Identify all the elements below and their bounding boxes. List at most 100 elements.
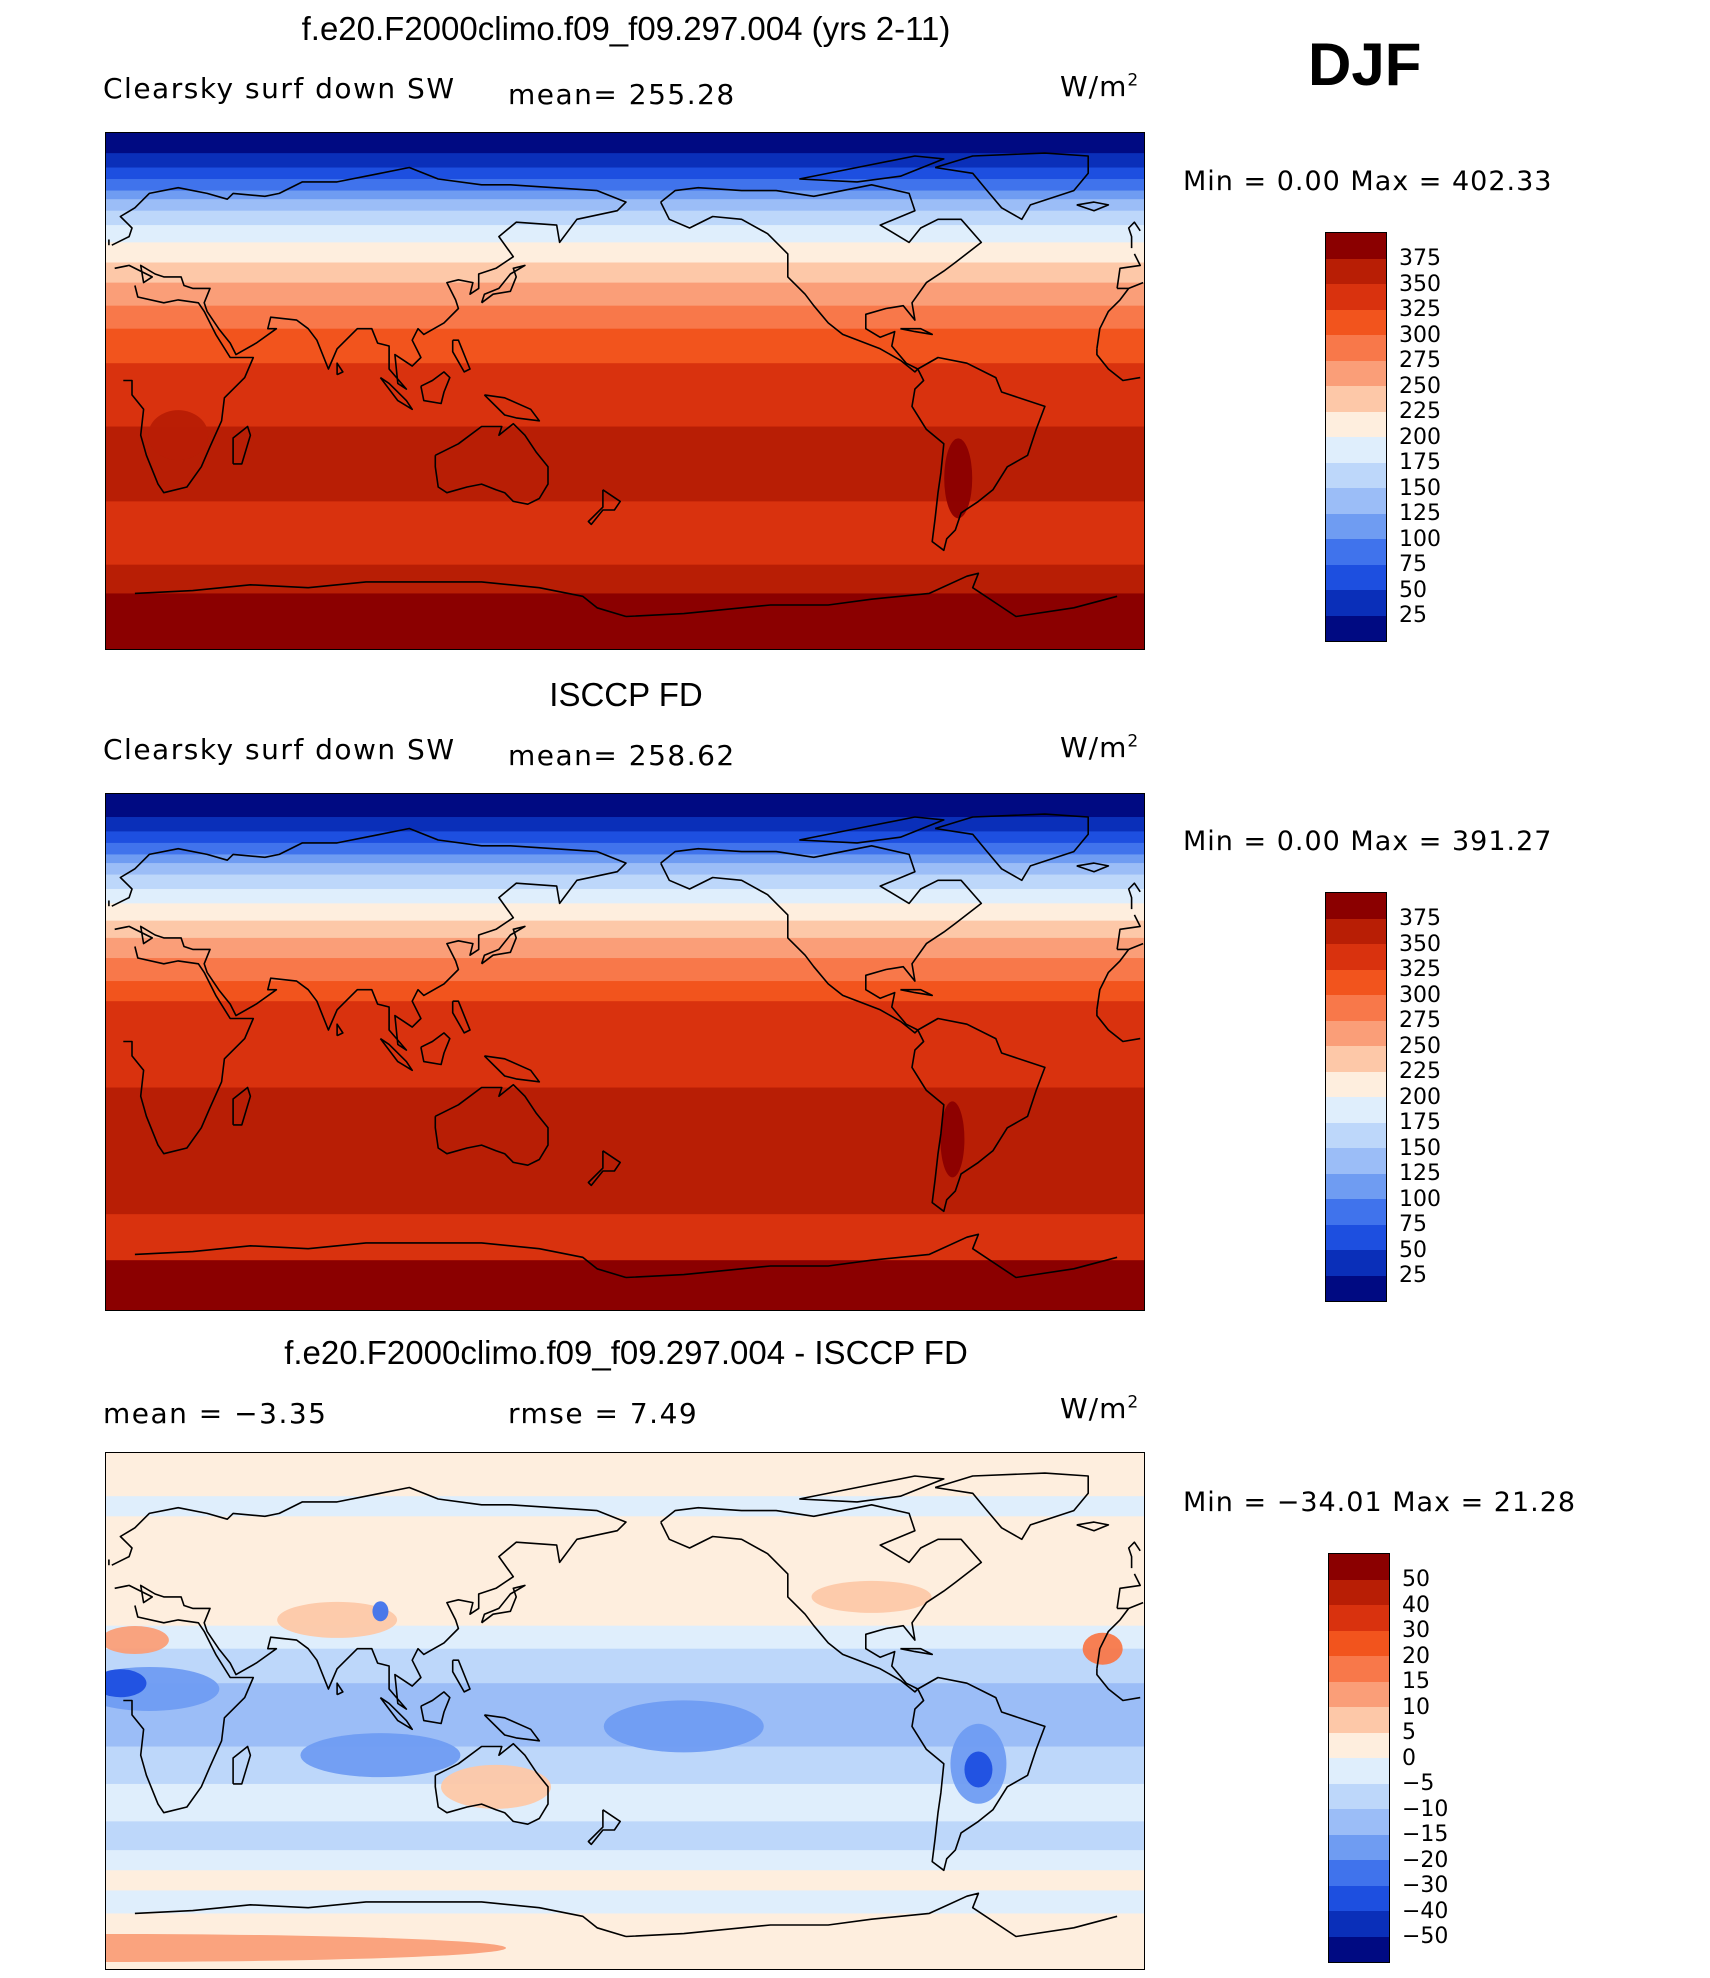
panel-3-map-coast-uk xyxy=(1127,1541,1141,1569)
panel-1-colorbar-swatch xyxy=(1326,488,1386,514)
panel-2-colorbar-swatch xyxy=(1326,1173,1386,1199)
panel-1-map-coast-south-america xyxy=(911,356,1046,552)
panel-3-map-coast-philippines xyxy=(451,1659,471,1693)
panel-2-colorbar-swatch xyxy=(1326,918,1386,944)
panel-3-map-coast-arctic-islands xyxy=(799,1475,945,1503)
panel-2-colorbar-tick-label: 350 xyxy=(1399,931,1441,957)
panel-3-anomaly-patch xyxy=(277,1601,398,1638)
panel-3-map-plot xyxy=(106,1453,1144,1969)
panel-1-anomaly-patch xyxy=(148,410,209,461)
panel-2-colorbar-tick-label: 25 xyxy=(1399,1263,1427,1288)
panel-1-colorbar-swatch xyxy=(1326,386,1386,412)
panel-1-band xyxy=(106,179,1144,192)
panel-2-anomaly-patch xyxy=(940,1101,965,1178)
panel-3-min-max: Min = −34.01 Max = 21.28 xyxy=(1183,1487,1577,1518)
panel-1-map-coast-eurasia xyxy=(111,166,627,390)
panel-1-variable-label: Clearsky surf down SW xyxy=(103,72,456,105)
panel-1-band xyxy=(106,282,1144,307)
panel-2-colorbar-tick-label: 300 xyxy=(1399,982,1441,1008)
panel-1-colorbar-swatch xyxy=(1326,615,1386,641)
panel-2-colorbar-swatch xyxy=(1326,1122,1386,1148)
panel-2-title: ISCCP FD xyxy=(549,676,703,713)
panel-2-map-coast-australia xyxy=(434,1083,549,1167)
panel-3-colorbar-swatch xyxy=(1329,1860,1389,1886)
panel-1-map-coast-iceland xyxy=(1076,201,1110,212)
panel-2-band xyxy=(106,831,1144,844)
panel-2-band xyxy=(106,1087,1144,1215)
panel-3-colorbar-swatch xyxy=(1329,1834,1389,1860)
panel-2-map-coast-africa xyxy=(1096,948,1130,1010)
panel-1-band xyxy=(106,153,1144,169)
panel-1-band xyxy=(106,501,1144,566)
panel-3-colorbar-swatch xyxy=(1329,1809,1389,1835)
panel-3-colorbar-tick-label: −30 xyxy=(1402,1873,1449,1898)
panel-2-colorbar-swatch xyxy=(1326,944,1386,970)
panel-3-anomaly-patch xyxy=(964,1751,993,1788)
panel-2-colorbar-swatch xyxy=(1326,1071,1386,1097)
panel-1-colorbar-tick-label: 125 xyxy=(1399,501,1441,526)
panel-3-anomaly-patch xyxy=(106,1626,169,1655)
panel-3-map-coast-africa xyxy=(1096,1668,1141,1702)
panel-1-colorbar-tick-label: 200 xyxy=(1399,424,1441,450)
panel-2-map-coast-new-guinea xyxy=(483,1055,541,1083)
panel-2-map-coast-arctic-islands xyxy=(799,816,945,844)
panel-1-map-coast-greenland xyxy=(934,152,1090,221)
panel-1-colorbar-swatch xyxy=(1326,335,1386,361)
panel-3-map xyxy=(105,1452,1145,1970)
panel-2-colorbar-tick-label: 250 xyxy=(1399,1033,1441,1059)
panel-2-colorbar-tick-label: 50 xyxy=(1399,1237,1427,1263)
panel-3-colorbar-tick-label: 10 xyxy=(1402,1694,1430,1720)
panel-3-map-coast-iceland xyxy=(1076,1521,1110,1532)
panel-3-colorbar-swatch xyxy=(1329,1656,1389,1682)
panel-1-colorbar-tick-label: 50 xyxy=(1399,577,1427,603)
panel-2-colorbar-swatch xyxy=(1326,995,1386,1021)
panel-3-band xyxy=(106,1821,1144,1851)
panel-2-colorbar-tick-label: 200 xyxy=(1399,1084,1441,1110)
panel-2-colorbar-tick-label: 275 xyxy=(1399,1008,1441,1033)
panel-2-band xyxy=(106,854,1144,864)
panel-3-map-coast-africa xyxy=(123,1605,255,1814)
panel-1-colorbar-tick-label: 150 xyxy=(1399,475,1441,501)
panel-1-colorbar-tick-label: 300 xyxy=(1399,322,1441,348)
panel-1-map-coast-africa xyxy=(1096,287,1130,349)
panel-2-map-coast-north-america xyxy=(659,844,983,1034)
panel-1-map-coast-africa xyxy=(123,285,255,494)
panel-3-colorbar-swatch xyxy=(1329,1936,1389,1962)
panel-3-map-coast-antarctica xyxy=(134,1901,627,1938)
panel-1-colorbar-tick-label: 275 xyxy=(1399,348,1441,373)
panel-2-band xyxy=(106,794,1144,818)
panel-1-colorbar-tick-label: 25 xyxy=(1399,603,1427,628)
panel-3-anomaly-patch xyxy=(372,1601,389,1622)
panel-1-title: f.e20.F2000climo.f09_f09.297.004 (yrs 2-… xyxy=(301,10,951,47)
panel-3-colorbar-tick-label: 15 xyxy=(1402,1669,1430,1694)
panel-2-map-coast-eurasia xyxy=(111,827,627,1051)
panel-3-map-coast-eurasia xyxy=(1116,1573,1141,1609)
panel-3-colorbar-tick-label: −50 xyxy=(1402,1924,1449,1949)
panel-3-band xyxy=(106,1890,1144,1914)
panel-3-map-coast-eurasia xyxy=(1117,1601,1144,1610)
panel-1-colorbar-tick-label: 325 xyxy=(1399,297,1441,322)
panel-1-colorbar-tick-label: 100 xyxy=(1399,526,1441,552)
panel-3-colorbar-swatch xyxy=(1329,1783,1389,1809)
panel-3-colorbar-tick-label: 30 xyxy=(1402,1618,1430,1643)
panel-1-map-coast-africa xyxy=(1096,348,1141,382)
panel-1-colorbar-swatch xyxy=(1326,462,1386,488)
panel-3-colorbar-swatch xyxy=(1329,1707,1389,1733)
panel-3-band xyxy=(106,1850,1144,1871)
panel-2-mean-label: mean= 258.62 xyxy=(508,739,736,772)
panel-1-map-coast-arctic-islands xyxy=(799,155,945,183)
panel-2-map-coast-sumatra xyxy=(379,1037,414,1072)
panel-2-band xyxy=(106,842,1144,855)
panel-3-map-coast-new-zealand xyxy=(587,1809,622,1846)
panel-1-band xyxy=(106,328,1144,364)
panel-2-colorbar-tick-label: 100 xyxy=(1399,1186,1441,1212)
panel-2-band xyxy=(106,817,1144,832)
panel-1-band xyxy=(106,593,1144,649)
panel-1-map-coast-eurasia xyxy=(1116,253,1141,289)
panel-2-map-coast-philippines xyxy=(451,1000,471,1034)
panel-2-band xyxy=(106,863,1144,876)
panel-3-colorbar-tick-label: 20 xyxy=(1402,1643,1430,1669)
panel-2-band xyxy=(106,1001,1144,1089)
panel-2-colorbar-swatch xyxy=(1326,1046,1386,1072)
panel-1-colorbar-swatch xyxy=(1326,284,1386,310)
